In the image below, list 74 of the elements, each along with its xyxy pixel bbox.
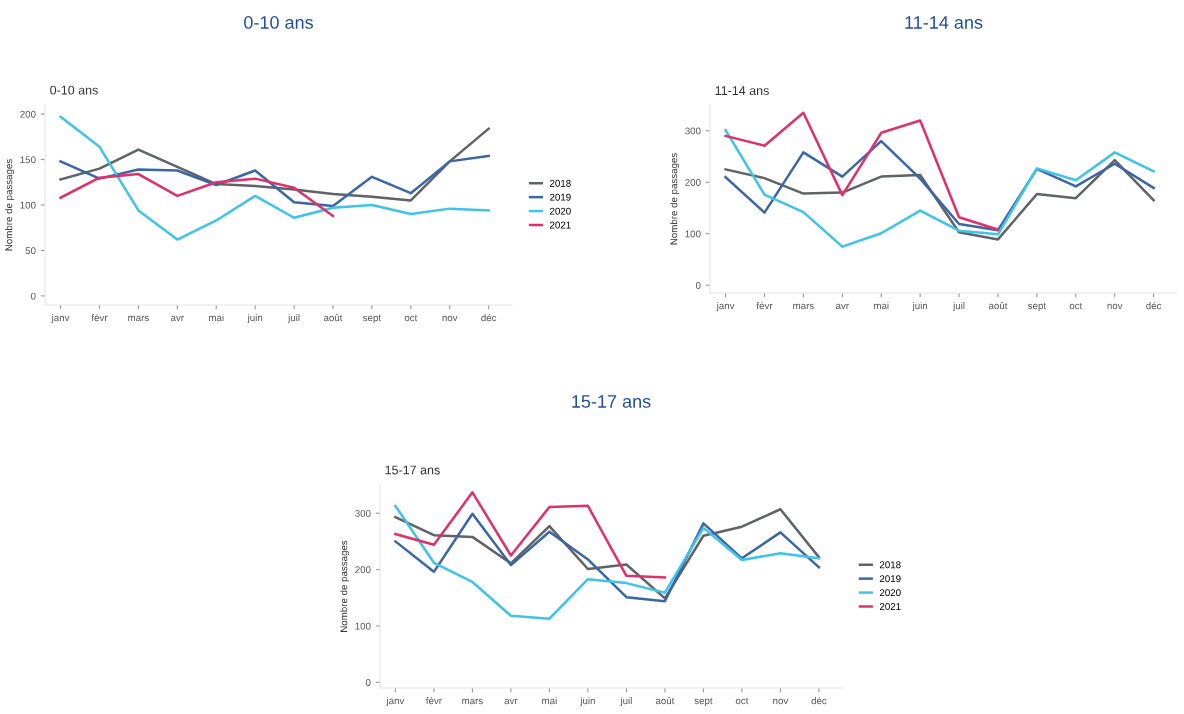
y-axis-title: Nombre de passages: [5, 159, 15, 251]
line-series: [724, 111, 1000, 231]
line-series: [59, 115, 490, 241]
x-tick-label: déc: [481, 313, 497, 322]
y-tick-label: 200: [685, 178, 701, 186]
x-tick-label: nov: [773, 698, 789, 705]
x-tick-label: août: [655, 697, 675, 705]
x-tick-label: juin: [247, 314, 263, 324]
y-tick-label: 0: [30, 292, 36, 300]
x-tick-label: déc: [1146, 301, 1162, 310]
x-tick-label: mai: [542, 697, 557, 705]
x-tick-label: mai: [209, 314, 224, 322]
x-tick-label: sept: [362, 314, 382, 324]
x-tick-label: févr: [425, 696, 442, 705]
x-tick-label: sept: [694, 697, 713, 707]
x-tick-label: mars: [793, 303, 814, 310]
line-series: [59, 127, 490, 202]
x-tick-label: nov: [1107, 303, 1123, 310]
x-tick-label: janv: [716, 302, 735, 312]
x-tick-label: janv: [386, 697, 405, 707]
y-tick-label: 100: [20, 201, 36, 209]
x-tick-label: juil: [287, 314, 300, 324]
y-axis-title: Nombre de passages: [340, 540, 350, 632]
x-tick-label: juil: [952, 302, 965, 312]
chart-title: 11-14 ans: [905, 16, 983, 29]
y-tick-label: 150: [20, 156, 36, 164]
y-tick-label: 100: [685, 230, 701, 238]
y-tick-label: 0: [695, 282, 701, 289]
x-tick-label: avr: [170, 315, 184, 322]
line-series: [394, 504, 821, 620]
chart-subtitle: 15-17 ans: [385, 465, 440, 475]
x-tick-label: déc: [811, 696, 827, 705]
y-tick-label: 100: [355, 622, 371, 630]
legend-label: 2021: [879, 603, 901, 610]
y-tick-label: 0: [365, 679, 371, 686]
chart-title: 0-10 ans: [244, 16, 313, 29]
x-tick-label: juin: [912, 302, 928, 312]
legend-label: 2019: [879, 575, 901, 583]
y-tick-label: 300: [355, 509, 371, 517]
x-tick-label: août: [988, 302, 1008, 310]
x-tick-label: oct: [404, 314, 418, 322]
x-tick-label: avr: [835, 303, 849, 310]
chart-subtitle: 11-14 ans: [715, 86, 769, 96]
legend-label: 2020: [550, 207, 571, 215]
chart-title: 15-17 ans: [572, 395, 651, 408]
y-tick-label: 200: [20, 110, 36, 118]
x-tick-label: oct: [735, 697, 749, 705]
y-axis-title: Nombre de passages: [670, 153, 680, 245]
legend-label: 2020: [879, 589, 901, 597]
y-tick-label: 50: [25, 247, 36, 255]
x-tick-label: juil: [620, 697, 632, 707]
legend-label: 2018: [550, 179, 571, 187]
line-series: [59, 154, 490, 208]
x-tick-label: mai: [874, 302, 889, 310]
x-tick-label: oct: [1069, 302, 1083, 310]
line-series: [394, 491, 667, 579]
y-tick-label: 200: [355, 566, 371, 574]
legend-label: 2021: [550, 221, 571, 229]
line-series: [59, 172, 335, 218]
x-tick-label: juin: [580, 697, 595, 707]
x-tick-label: mars: [462, 698, 483, 705]
x-tick-label: sept: [1027, 302, 1047, 312]
x-tick-label: janv: [51, 314, 70, 324]
chart-subtitle: 0-10 ans: [50, 85, 98, 95]
x-tick-label: nov: [442, 315, 458, 322]
x-tick-label: mars: [128, 315, 149, 322]
x-tick-label: août: [323, 314, 343, 322]
y-tick-label: 300: [685, 127, 701, 135]
line-series: [724, 128, 1155, 248]
x-tick-label: févr: [91, 313, 108, 322]
x-tick-label: avr: [504, 698, 518, 705]
x-tick-label: févr: [756, 301, 773, 310]
legend-label: 2018: [879, 561, 901, 569]
legend-label: 2019: [550, 193, 571, 201]
